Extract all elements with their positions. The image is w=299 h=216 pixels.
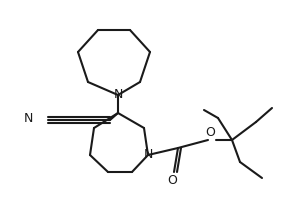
Text: O: O: [167, 175, 177, 187]
Text: N: N: [23, 111, 33, 124]
Text: N: N: [143, 149, 153, 162]
Text: O: O: [205, 125, 215, 138]
Text: N: N: [113, 89, 123, 102]
